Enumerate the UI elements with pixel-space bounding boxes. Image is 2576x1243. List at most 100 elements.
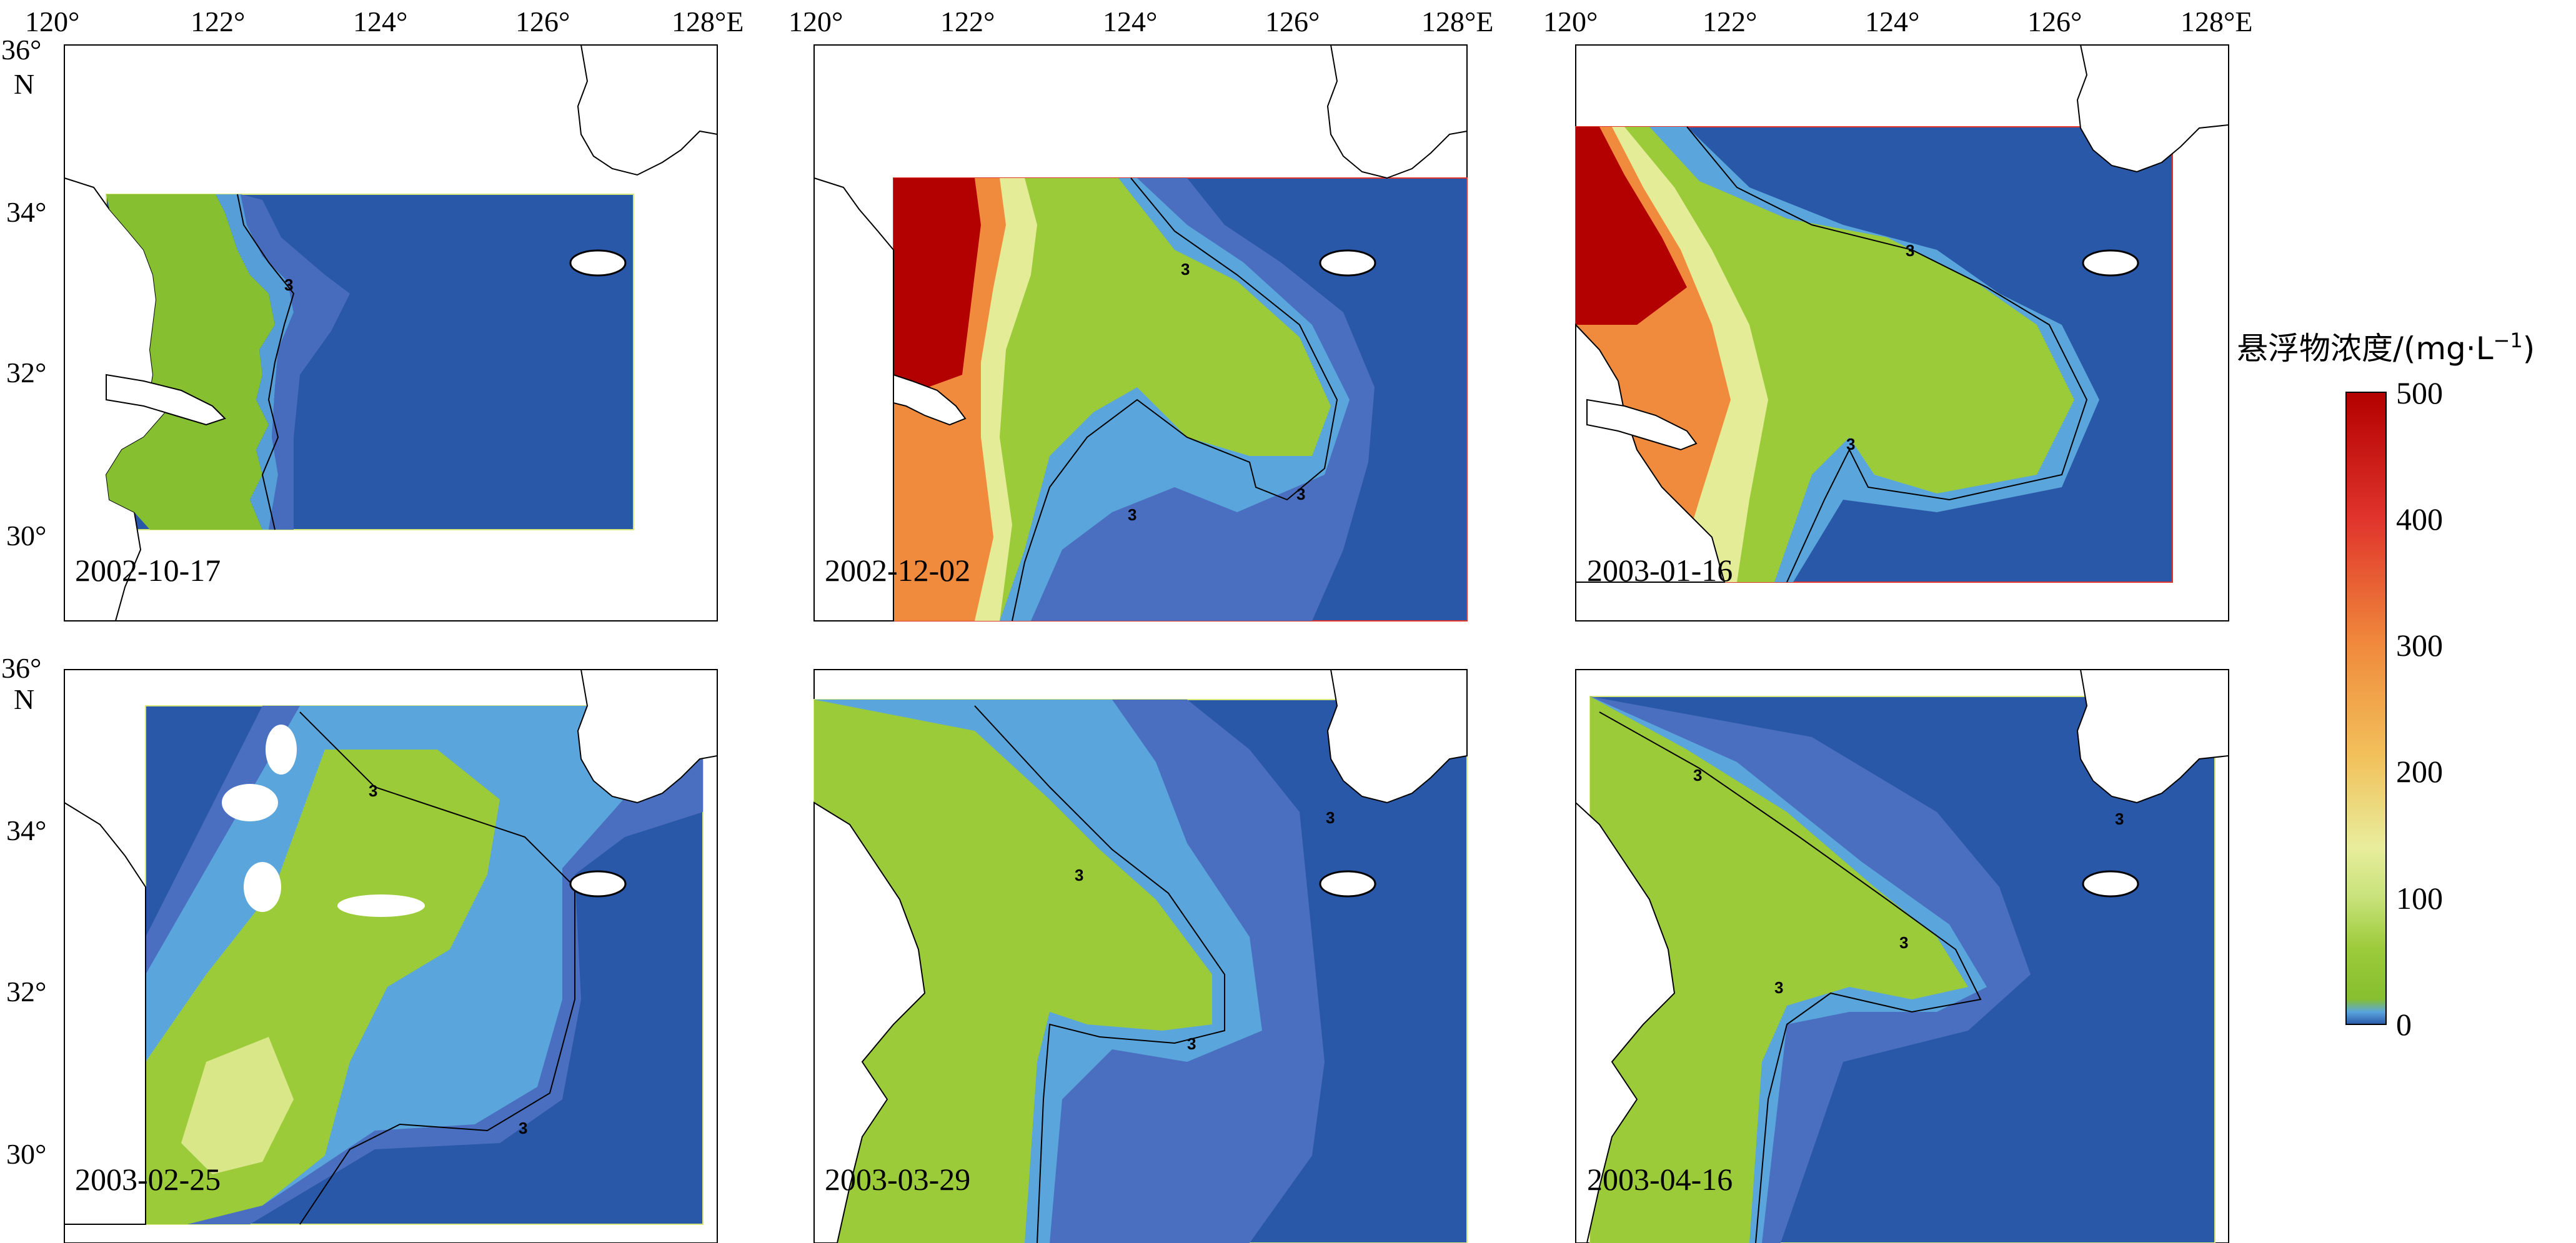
lon-labels-panel-3: 120° 122° 124° 126° 128°E bbox=[1543, 6, 2253, 37]
colorbar-tick-label: 200 bbox=[2396, 754, 2443, 789]
panel-5-korea bbox=[1326, 669, 1468, 804]
panel-4-contour-3 bbox=[299, 711, 575, 1225]
lat-label: 36° bbox=[1, 34, 41, 66]
lon-labels-panel-1: 120° 122° 124° 126° 128°E bbox=[25, 6, 744, 37]
panel-5-green-zone bbox=[814, 700, 1212, 1243]
panel-4-jeju-island bbox=[569, 870, 627, 898]
panel-1-coastal-turbid-zone bbox=[106, 194, 275, 530]
panel-4-cloud-gap-4 bbox=[337, 894, 425, 917]
panel-6: 3 3 3 3 2003-04-16 bbox=[1575, 669, 2229, 1243]
panel-1-jeju-island bbox=[569, 249, 627, 277]
panel-2-mainland bbox=[813, 177, 894, 622]
lon-label: 122° bbox=[940, 6, 995, 37]
lon-labels-panel-2: 120° 122° 124° 126° 128°E bbox=[788, 6, 1494, 37]
panel-1-yangtze-estuary bbox=[106, 374, 226, 426]
panel-2-date-label: 2002-12-02 bbox=[825, 553, 970, 588]
panel-1: 3 2002-10-17 bbox=[64, 44, 718, 622]
panel-5-jeju-island bbox=[1319, 870, 1376, 898]
lon-label: 124° bbox=[353, 6, 407, 37]
panel-2-contour-label-c: 3 bbox=[1128, 505, 1136, 524]
colorbar-ticks: 500 400 300 200 100 0 bbox=[2396, 375, 2443, 1042]
panel-1-contour-3 bbox=[237, 194, 295, 530]
lat-label: 36° bbox=[1, 652, 41, 684]
panel-5-mainland bbox=[813, 801, 926, 1243]
panel-5-contour-label-a: 3 bbox=[1075, 866, 1083, 884]
panel-2-yangtze-estuary bbox=[893, 374, 967, 426]
panel-4-contour-label-b: 3 bbox=[519, 1119, 527, 1137]
lon-label: 120° bbox=[788, 6, 843, 37]
panel-6-date-label: 2003-04-16 bbox=[1587, 1162, 1733, 1197]
panel-4-contour-label-a: 3 bbox=[369, 781, 377, 800]
lon-label: 122° bbox=[1703, 6, 1757, 37]
panel-5: 3 3 3 2003-03-29 bbox=[813, 669, 1468, 1243]
panel-3-contour-3 bbox=[1686, 126, 2088, 583]
panel-1-korea bbox=[577, 44, 718, 176]
panel-5-contour-3 bbox=[974, 705, 1225, 1243]
lat-label: 34° bbox=[6, 196, 46, 228]
panel-4-yellow-zone bbox=[181, 1037, 294, 1174]
north-label: N bbox=[14, 683, 34, 715]
panel-1-contour-label: 3 bbox=[284, 275, 293, 294]
panel-4-cloud-gap-1 bbox=[222, 784, 278, 821]
colorbar-gradient bbox=[2345, 392, 2387, 1025]
panel-2-contour-label-b: 3 bbox=[1296, 485, 1305, 503]
panel-3-red-zone bbox=[1576, 127, 1687, 325]
colorbar-title-close: ) bbox=[2523, 330, 2535, 367]
panel-2-contour-label-a: 3 bbox=[1181, 260, 1190, 279]
lon-label: 128°E bbox=[1421, 6, 1494, 37]
panel-2-korea bbox=[1326, 44, 1468, 179]
lat-label: 30° bbox=[6, 1138, 46, 1170]
panel-4-cloud-gap-3 bbox=[244, 862, 281, 912]
panel-3: 3 3 2003-01-16 bbox=[1575, 44, 2229, 622]
panel-5-contour-label-c: 3 bbox=[1326, 808, 1335, 827]
colorbar-title-main: 悬浮物浓度/(mg·L bbox=[2237, 330, 2494, 367]
colorbar-tick-label: 0 bbox=[2396, 1007, 2412, 1042]
lon-label: 122° bbox=[191, 6, 245, 37]
panel-5-contour-label-b: 3 bbox=[1187, 1034, 1196, 1053]
panel-3-contour-label-a: 3 bbox=[1906, 241, 1914, 260]
panel-6-contour-label-c: 3 bbox=[1774, 978, 1783, 997]
lon-label: 128°E bbox=[2181, 6, 2253, 37]
lat-labels-top-row: 36° N 34° 32° 30° bbox=[1, 34, 46, 552]
panel-6-contour-label-d: 3 bbox=[2115, 810, 2124, 828]
lon-label: 124° bbox=[1865, 6, 1919, 37]
colorbar-title-sup: −1 bbox=[2494, 329, 2523, 352]
panel-6-contour-label-a: 3 bbox=[1693, 766, 1702, 785]
panel-4-date-label: 2003-02-25 bbox=[75, 1162, 221, 1197]
panel-3-mainland bbox=[1575, 323, 1726, 583]
panel-3-contour-label-b: 3 bbox=[1846, 435, 1855, 453]
lat-label: 32° bbox=[6, 976, 46, 1008]
lon-label: 120° bbox=[1543, 6, 1598, 37]
panel-2-jeju-island bbox=[1319, 249, 1376, 277]
panel-2-contour-3 bbox=[1012, 177, 1338, 622]
panel-6-contour-label-b: 3 bbox=[1899, 933, 1908, 952]
panel-6-mainland bbox=[1575, 801, 1676, 1243]
panel-2-red-zone bbox=[893, 178, 981, 400]
lon-label: 124° bbox=[1103, 6, 1157, 37]
panel-1-light-band bbox=[216, 194, 294, 530]
colorbar: 悬浮物浓度/(mg·L−1) 500 400 300 200 100 0 bbox=[2237, 329, 2535, 1042]
panel-3-date-label: 2003-01-16 bbox=[1587, 553, 1733, 588]
panel-4-cloud-gap-2 bbox=[266, 725, 297, 775]
lon-label: 126° bbox=[2027, 6, 2082, 37]
lon-label: 128°E bbox=[672, 6, 744, 37]
colorbar-title: 悬浮物浓度/(mg·L−1) bbox=[2237, 329, 2535, 367]
colorbar-tick-label: 500 bbox=[2396, 375, 2443, 410]
panel-6-green-zone bbox=[1590, 696, 1968, 1243]
lat-labels-bottom-row: 36° N 34° 32° 30° bbox=[1, 652, 46, 1170]
colorbar-tick-label: 400 bbox=[2396, 502, 2443, 537]
lat-label: 34° bbox=[6, 815, 46, 846]
panel-3-korea bbox=[2076, 44, 2229, 173]
panel-3-jeju-island bbox=[2082, 249, 2139, 277]
lon-label: 126° bbox=[1265, 6, 1320, 37]
colorbar-tick-label: 300 bbox=[2396, 628, 2443, 663]
panel-3-yangtze-estuary bbox=[1586, 399, 1698, 451]
panel-1-date-label: 2002-10-17 bbox=[75, 553, 221, 588]
panel-4: 3 3 2003-02-25 bbox=[64, 669, 718, 1243]
panel-6-korea bbox=[2076, 669, 2229, 804]
lat-label: 30° bbox=[6, 520, 46, 552]
panel-4-korea bbox=[577, 669, 718, 804]
lon-label: 126° bbox=[515, 6, 570, 37]
lat-label: 32° bbox=[6, 357, 46, 389]
